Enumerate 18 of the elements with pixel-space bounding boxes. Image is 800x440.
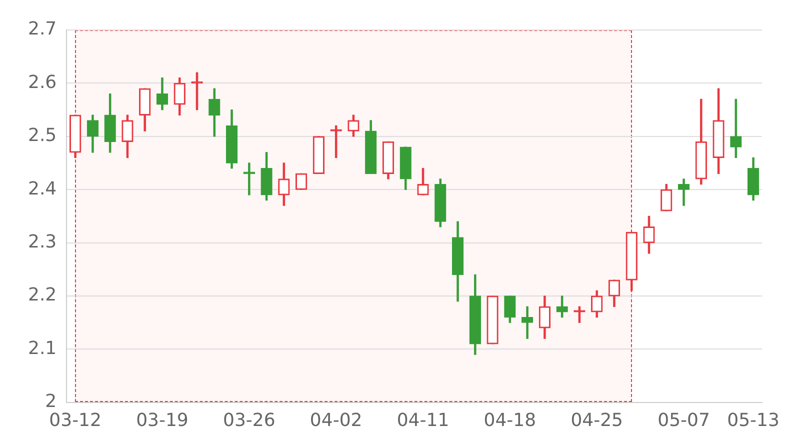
y-tick-label: 2 [45,391,57,412]
x-tick-label: 03-26 [223,410,276,431]
y-tick-label: 2.1 [28,338,57,359]
x-tick-label: 03-19 [136,410,188,431]
x-tick-label: 04-11 [396,410,450,431]
x-tick-label: 03-12 [49,410,102,431]
y-tick-label: 2.6 [28,72,57,93]
candlestick [521,306,534,339]
y-tick-label: 2.5 [28,125,57,146]
x-tick-label: 05-13 [727,410,780,431]
x-tick-label: 05-07 [658,410,710,431]
y-tick-label: 2.7 [28,18,57,40]
x-tick-label: 04-25 [570,410,624,431]
y-tick-label: 2.3 [28,231,57,252]
y-tick-label: 2.2 [28,284,57,306]
x-tick-label: 04-18 [484,410,536,431]
x-tick-label: 04-02 [310,410,362,431]
y-tick-label: 2.4 [28,178,57,200]
